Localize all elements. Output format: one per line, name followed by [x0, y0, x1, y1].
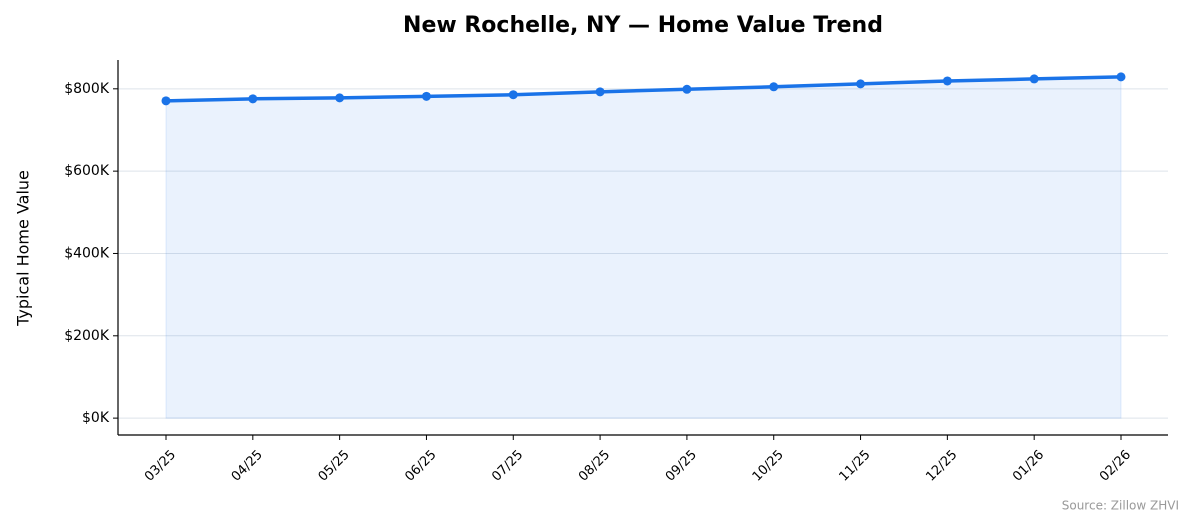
x-tick-label: 07/25	[489, 447, 526, 484]
point	[769, 82, 779, 92]
point	[1116, 72, 1126, 82]
point	[508, 90, 518, 100]
y-tick-label: $200K	[64, 328, 110, 344]
point	[942, 76, 952, 86]
x-tick-label: 04/25	[229, 447, 266, 484]
point	[1029, 74, 1039, 84]
source-note: Source: Zillow ZHVI	[1062, 499, 1179, 513]
line	[165, 75, 1122, 103]
y-tick-label: $800K	[64, 81, 110, 97]
point	[421, 91, 431, 101]
x-tick-label: 03/25	[142, 447, 179, 484]
x-tick-label: 11/25	[836, 447, 873, 484]
point	[856, 79, 866, 89]
x-tick-label: 05/25	[316, 447, 353, 484]
point	[682, 84, 692, 94]
x-tick-label: 06/25	[402, 447, 439, 484]
x-tick-label: 12/25	[923, 447, 960, 484]
chart-title: New Rochelle, NY — Home Value Trend	[403, 13, 883, 38]
point	[248, 94, 258, 104]
y-tick-label: $600K	[64, 163, 110, 179]
x-tick-label: 09/25	[663, 447, 700, 484]
point	[595, 87, 605, 97]
y-axis-label: Typical Home Value	[14, 170, 33, 327]
area	[165, 76, 1122, 419]
x-tick-label: 02/26	[1097, 447, 1134, 484]
x-tick-label: 10/25	[750, 447, 787, 484]
x-tick-label: 08/25	[576, 447, 613, 484]
x-tick-label: 01/26	[1010, 447, 1047, 484]
y-tick-label: $400K	[64, 245, 110, 261]
point	[161, 96, 171, 106]
y-tick-label: $0K	[82, 410, 110, 426]
point	[335, 93, 345, 103]
